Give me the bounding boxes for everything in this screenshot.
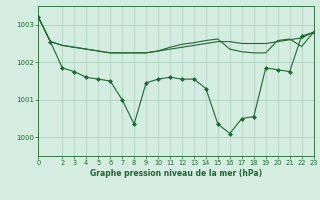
X-axis label: Graphe pression niveau de la mer (hPa): Graphe pression niveau de la mer (hPa) [90, 169, 262, 178]
